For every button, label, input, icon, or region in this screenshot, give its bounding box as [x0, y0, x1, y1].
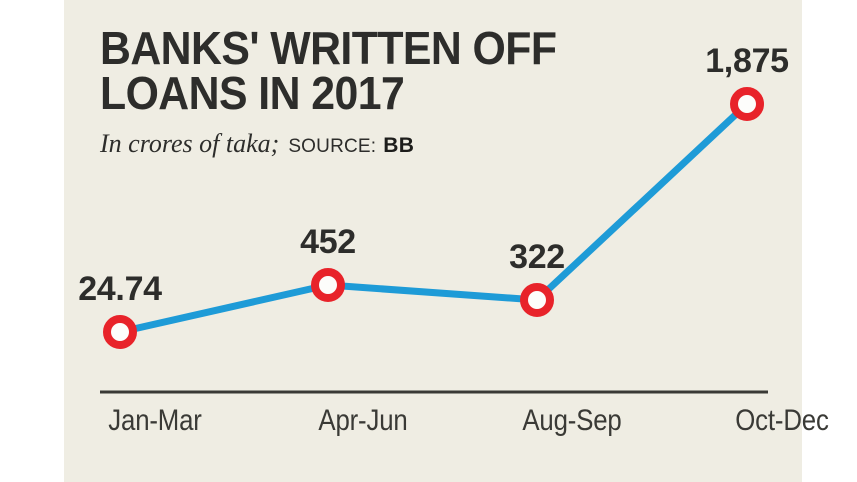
subtitle-source-value: BB: [383, 134, 415, 158]
x-axis-tick-label: Jan-Mar: [108, 404, 202, 437]
x-axis-tick-label: Oct-Dec: [735, 404, 829, 437]
data-point-value-label: 24.74: [78, 270, 162, 308]
data-point-value-label: 322: [509, 238, 565, 276]
x-axis-tick-label: Aug-Sep: [522, 404, 622, 437]
x-axis-tick-label: Apr-Jun: [318, 404, 408, 437]
subtitle-row: In crores of taka; SOURCE: BB: [100, 129, 740, 159]
page-title: BANKS' WRITTEN OFF LOANS IN 2017: [100, 22, 557, 119]
subtitle-units: In crores of taka;: [100, 129, 280, 159]
subtitle-source-label: SOURCE:: [288, 136, 377, 158]
header-block: BANKS' WRITTEN OFF LOANS IN 2017 In cror…: [100, 22, 740, 159]
data-point-value-label: 452: [300, 223, 356, 261]
data-point-value-label: 1,875: [705, 42, 789, 80]
